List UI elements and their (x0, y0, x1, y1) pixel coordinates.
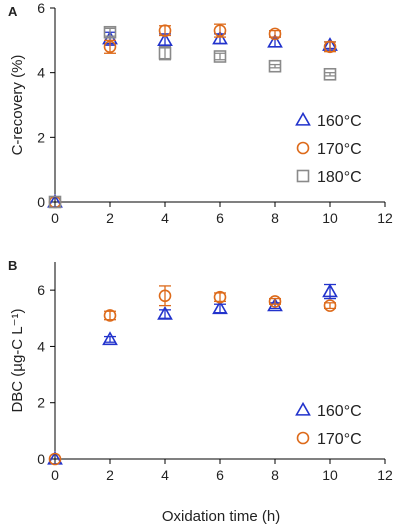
x-tick-label: 8 (271, 467, 279, 483)
data-point-square (158, 46, 172, 60)
data-point-circle (103, 309, 117, 322)
panel-a-chart: A 0 2 4 6 8 10 12 0 2 4 6 C-recovery (%) 160°C 170°… (8, 0, 393, 226)
data-point-circle (158, 24, 172, 37)
data-point-triangle (157, 32, 173, 47)
x-axis-title: Oxidation time (h) (162, 508, 280, 525)
data-point-circle (103, 40, 117, 54)
data-point-circle (268, 295, 282, 308)
y-tick-label: 6 (37, 0, 45, 16)
x-tick-label: 4 (161, 210, 169, 226)
x-tick-label: 4 (161, 467, 169, 483)
y-tick-label: 0 (37, 451, 45, 467)
y-tick-label: 2 (37, 129, 45, 145)
panel-b-legend: 160°C 170°C (295, 401, 362, 448)
data-point-triangle (267, 33, 283, 48)
data-point-triangle (212, 30, 228, 45)
data-point-square (268, 59, 282, 73)
panel-a-ticks: 0 2 4 6 8 10 12 0 2 4 6 (37, 0, 393, 226)
legend-label: 180°C (317, 169, 362, 186)
data-point-circle (158, 289, 172, 303)
data-point-circle (213, 290, 227, 304)
legend-label: 170°C (317, 141, 362, 158)
x-tick-label: 2 (106, 210, 114, 226)
data-point-circle (213, 24, 227, 37)
legend-marker-circle (296, 141, 310, 155)
data-point-triangle (102, 331, 118, 346)
data-point-triangle (157, 305, 173, 320)
x-tick-label: 2 (106, 467, 114, 483)
legend-label: 160°C (317, 113, 362, 130)
legend-marker-circle (296, 431, 310, 445)
y-tick-label: 4 (37, 338, 45, 354)
x-tick-label: 10 (322, 210, 338, 226)
data-point-square (103, 25, 117, 39)
x-tick-label: 0 (51, 210, 59, 226)
x-tick-label: 6 (216, 467, 224, 483)
x-tick-label: 8 (271, 210, 279, 226)
y-tick-label: 6 (37, 282, 45, 298)
data-point-circle (48, 452, 62, 466)
x-tick-label: 6 (216, 210, 224, 226)
y-tick-label: 2 (37, 395, 45, 411)
x-tick-label: 0 (51, 467, 59, 483)
panel-b-ticks: 0 2 4 6 8 10 12 0 2 4 6 (37, 282, 393, 483)
legend-marker-triangle (295, 401, 311, 416)
panel-b-chart: B 0 2 4 6 8 10 12 0 2 4 6 DBC (µg-C L⁻¹) 160°C 170°… (8, 258, 393, 483)
x-tick-label: 10 (322, 467, 338, 483)
panel-b-tag: B (8, 258, 17, 273)
data-point-circle (268, 27, 282, 41)
panel-b-y-axis-label: DBC (µg-C L⁻¹) (9, 308, 26, 412)
data-point-square (48, 195, 62, 209)
y-tick-label: 4 (37, 65, 45, 81)
panel-b-marks (47, 283, 338, 466)
legend-marker-square (296, 169, 310, 183)
legend-label: 160°C (317, 403, 362, 420)
x-tick-label: 12 (377, 210, 393, 226)
data-point-triangle (212, 300, 228, 315)
data-point-circle (323, 299, 337, 312)
data-point-square (323, 67, 337, 81)
y-tick-label: 0 (37, 194, 45, 210)
panel-a-y-axis-label: C-recovery (%) (9, 55, 26, 156)
legend-marker-triangle (295, 111, 311, 126)
panel-a-legend: 160°C 170°C 180°C (295, 111, 362, 186)
x-tick-label: 12 (377, 467, 393, 483)
panel-a-tag: A (8, 4, 18, 19)
data-point-square (213, 50, 227, 63)
panel-a-marks (47, 23, 338, 209)
data-point-circle (323, 40, 337, 54)
data-point-triangle (322, 283, 338, 298)
legend-label: 170°C (317, 431, 362, 448)
